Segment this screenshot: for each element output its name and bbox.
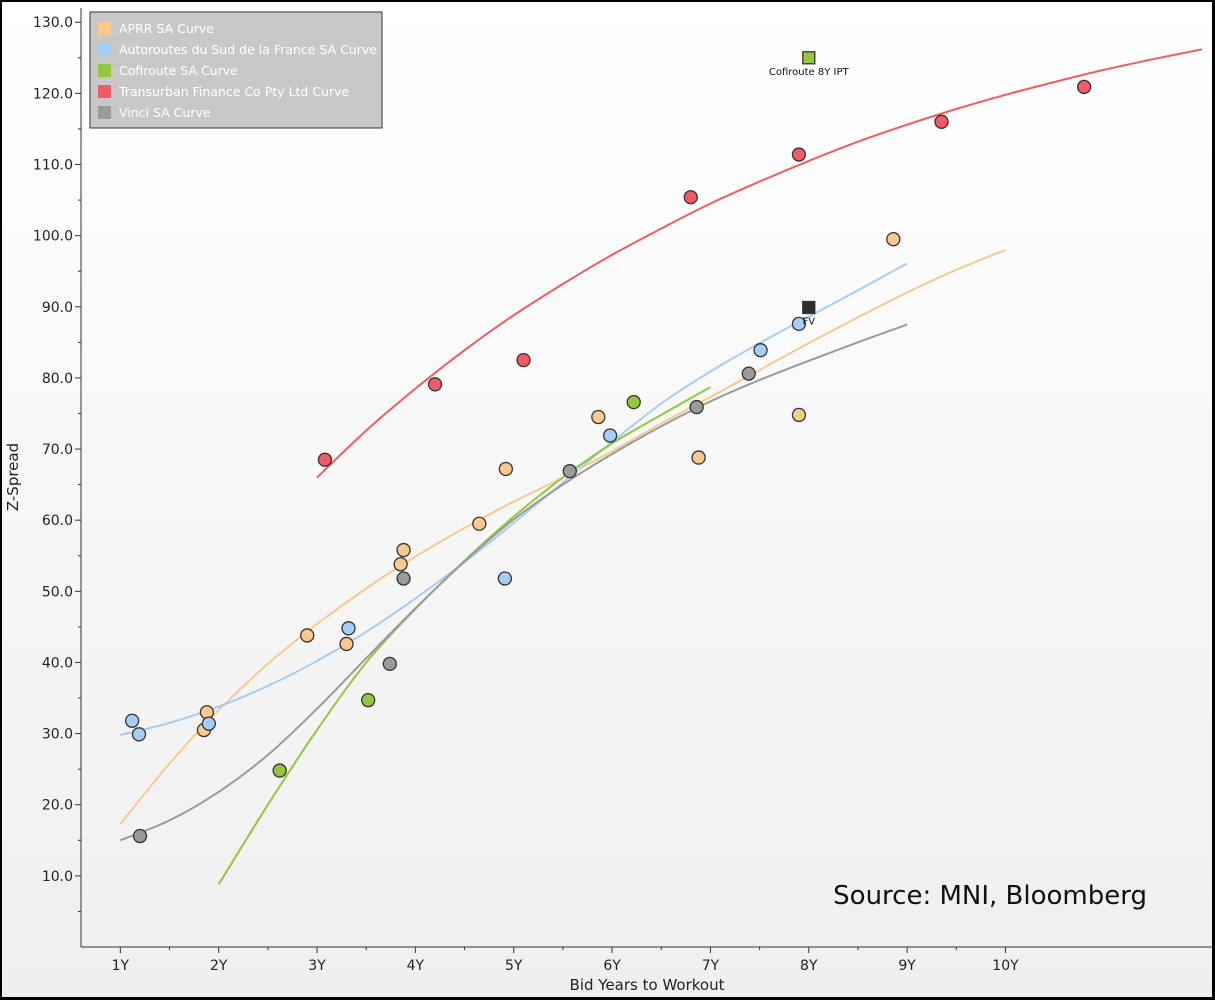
series-point-0: [300, 628, 315, 643]
y-tick-label: 120.0: [33, 86, 73, 102]
series-point-3: [791, 147, 807, 162]
legend-label-3: Transurban Finance Co Pty Ltd Curve: [118, 84, 349, 99]
x-tick-label: 6Y: [603, 958, 621, 974]
y-tick-label: 60.0: [42, 513, 73, 529]
legend-swatch-1: [98, 43, 111, 56]
x-tick-label: 9Y: [898, 958, 916, 974]
annotation-label-1: FV: [802, 316, 815, 327]
x-tick-label: 1Y: [112, 958, 130, 974]
series-point-4: [396, 571, 411, 586]
annotation-marker-0: [802, 51, 816, 65]
series-point-4: [132, 828, 148, 844]
fitted-curves: [119, 48, 1203, 885]
x-tick-label: 5Y: [505, 958, 523, 974]
y-tick-label: 40.0: [42, 655, 73, 671]
series-point-1: [124, 713, 140, 728]
series-curve-3: [316, 48, 1203, 479]
series-point-4: [741, 366, 756, 381]
y-tick-label: 70.0: [42, 442, 73, 458]
series-point-1: [602, 428, 618, 443]
series-point-2: [272, 763, 287, 778]
series-point-1: [341, 621, 356, 636]
x-tick-label: 8Y: [800, 958, 818, 974]
series-point-1: [497, 571, 513, 586]
plot-area: [81, 8, 1212, 947]
series-point-4: [689, 399, 704, 415]
legend-box: [89, 11, 383, 129]
series-point-1: [131, 727, 147, 742]
axes: 10.0 20.0 30.0 40.0 50.0 60.0 70.0 80.0 90.0 100.…: [33, 8, 1212, 974]
series-point-0: [498, 461, 514, 477]
legend-swatch-2: [98, 64, 111, 77]
legend-swatch-0: [98, 22, 111, 35]
y-tick-label: 50.0: [42, 584, 73, 600]
annotation-marker-1: [802, 300, 816, 315]
y-tick-label: 110.0: [33, 158, 73, 174]
series-point-2: [361, 693, 376, 708]
x-tick-label: 2Y: [210, 958, 228, 974]
series-point-4: [562, 463, 577, 479]
series-point-0: [339, 636, 354, 652]
y-axis-title: Z-Spread: [4, 443, 22, 511]
legend-label-2: Cofiroute SA Curve: [119, 63, 238, 78]
series-point-3: [317, 452, 333, 467]
x-tick-label: 7Y: [702, 958, 720, 974]
plot-area-rect: [81, 8, 1212, 947]
x-tick-label: 10Y: [992, 958, 1019, 974]
series-point-4: [382, 656, 397, 672]
series-point-1: [753, 343, 768, 358]
series-point-3: [934, 114, 949, 129]
y-tick-label: 80.0: [42, 371, 73, 387]
series-point-0: [472, 516, 487, 531]
legend-label-0: APRR SA Curve: [119, 21, 214, 36]
series-point-3: [516, 352, 531, 368]
series-point-2: [626, 394, 641, 410]
series-curve-2: [217, 386, 711, 885]
y-tick-label: 30.0: [42, 727, 73, 743]
source-note: Source: MNI, Bloomberg: [833, 881, 1147, 911]
legend-label-1: Autoroutes du Sud de la France SA Curve: [119, 42, 377, 57]
series-point-0: [791, 407, 807, 423]
series-point-3: [1076, 79, 1092, 95]
x-axis-title: Bid Years to Workout: [570, 976, 725, 994]
series-point-0: [591, 409, 606, 425]
x-tick-label: 3Y: [308, 958, 326, 974]
series-point-0: [393, 557, 408, 572]
series-point-3: [427, 377, 443, 392]
series-curve-4: [119, 323, 908, 842]
y-tick-label: 20.0: [42, 798, 73, 814]
legend-swatch-4: [98, 106, 111, 119]
series-point-1: [201, 716, 217, 731]
annotation-label-0: Cofiroute 8Y IPT: [769, 67, 850, 78]
y-tick-label: 90.0: [42, 300, 73, 316]
x-tick-label: 4Y: [407, 958, 425, 974]
series-point-3: [683, 190, 698, 205]
y-tick-label: 130.0: [33, 15, 73, 31]
legend-label-4: Vinci SA Curve: [119, 105, 211, 120]
legend-swatch-3: [98, 85, 111, 98]
series-point-1: [791, 316, 807, 331]
y-tick-label: 100.0: [33, 229, 73, 245]
y-tick-label: 10.0: [42, 869, 73, 885]
data-points: [124, 79, 1092, 844]
series-point-0: [691, 450, 706, 465]
legend: APRR SA Curve Autoroutes du Sud de la Fra…: [89, 11, 383, 129]
series-point-0: [396, 542, 411, 558]
series-point-0: [886, 232, 901, 247]
annotations: Cofiroute 8Y IPT FV: [769, 51, 850, 327]
series-curve-1: [120, 262, 908, 736]
